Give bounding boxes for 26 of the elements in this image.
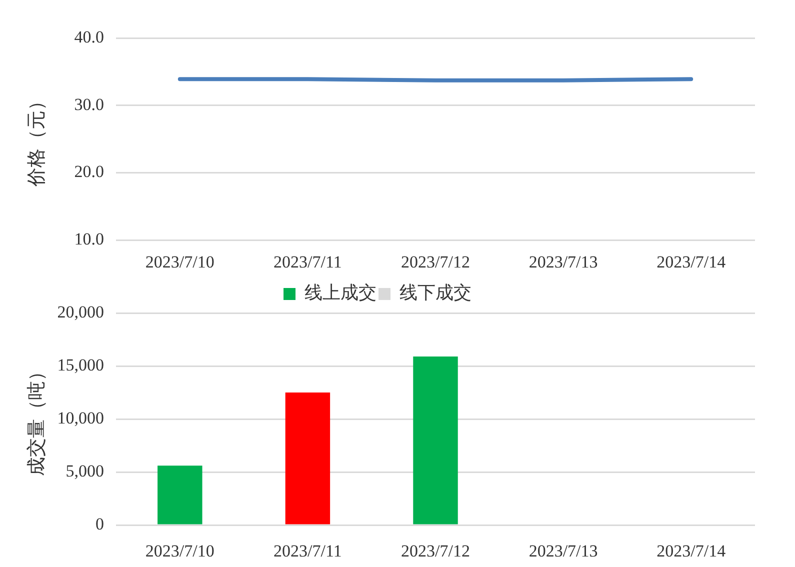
x-tick-label: 2023/7/11 — [274, 542, 342, 561]
y-axis-title: 成交量（吨） — [25, 362, 48, 476]
y-tick-label: 20,000 — [57, 302, 104, 322]
x-tick-label: 2023/7/14 — [656, 542, 726, 561]
x-tick-label: 2023/7/12 — [401, 542, 470, 561]
y-tick-label: 10,000 — [57, 408, 104, 428]
y-tick-label: 15,000 — [57, 355, 104, 374]
x-tick-label: 2023/7/13 — [528, 542, 598, 561]
bar — [413, 356, 458, 524]
x-tick-label: 2023/7/11 — [274, 252, 342, 272]
y-tick-label: 30.0 — [74, 94, 104, 114]
legend-label: 线上成交 — [304, 282, 376, 303]
legend-label: 线下成交 — [400, 282, 472, 303]
x-tick-label: 2023/7/13 — [528, 252, 598, 272]
x-tick-label: 2023/7/10 — [145, 252, 214, 272]
y-tick-label: 40.0 — [74, 27, 104, 46]
y-tick-label: 20.0 — [74, 162, 104, 182]
x-tick-label: 2023/7/10 — [145, 542, 214, 561]
y-tick-label: 5,000 — [66, 461, 104, 480]
y-axis-title: 价格（元） — [26, 92, 48, 188]
y-tick-label: 0 — [96, 514, 104, 534]
y-tick-label: 10.0 — [74, 229, 104, 248]
bar — [158, 466, 202, 524]
x-tick-label: 2023/7/12 — [401, 252, 470, 272]
x-tick-label: 2023/7/14 — [656, 252, 726, 272]
bar — [285, 392, 330, 524]
